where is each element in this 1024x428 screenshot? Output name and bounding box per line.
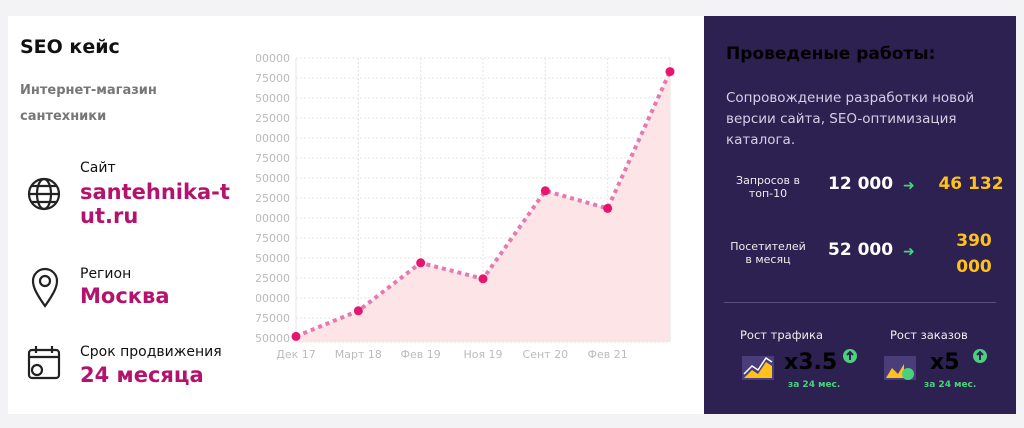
site-value: santehnika-tut.ru <box>80 180 230 228</box>
metric-label: Посетителей в месяц <box>730 240 806 266</box>
metric-label: Запросов в топ-10 <box>736 174 800 200</box>
y-tick-label: 75000 <box>255 312 290 325</box>
region-value: Москва <box>80 284 170 308</box>
area <box>296 71 670 342</box>
point <box>353 306 363 316</box>
growth-note: за 24 мес. <box>924 380 977 390</box>
x-tick-label: Сент 20 <box>523 348 569 361</box>
growth-label: Рост трафика <box>740 328 823 342</box>
y-tick-label: 375000 <box>248 72 290 85</box>
up-icon <box>973 349 987 363</box>
metric-from: 12 000 <box>828 174 894 194</box>
point <box>291 331 301 341</box>
pin-icon <box>31 267 59 308</box>
globe-icon <box>27 177 61 211</box>
point <box>478 274 488 284</box>
y-tick-label: 325000 <box>248 112 290 125</box>
calendar-icon <box>27 346 61 380</box>
y-tick-label: 275000 <box>248 152 290 165</box>
panel-title: Проведеные работы: <box>726 44 936 64</box>
term-value: 24 месяца <box>80 363 204 387</box>
point <box>603 203 613 213</box>
y-tick-label: 400000 <box>248 52 290 65</box>
y-tick-label: 100000 <box>248 292 290 305</box>
chart-icon <box>742 356 774 380</box>
case-subtitle: Интернет-магазин сантехники <box>20 83 157 124</box>
x-tick-label: Фев 19 <box>401 348 441 361</box>
orders-icon <box>884 356 916 380</box>
y-tick-label: 175000 <box>248 232 290 245</box>
y-tick-label: 250000 <box>248 172 290 185</box>
y-tick-label: 125000 <box>248 272 290 285</box>
panel-description: Сопровождение разработки новой версии са… <box>726 90 975 148</box>
works-panel <box>704 16 1016 414</box>
y-tick-label: 225000 <box>248 192 290 205</box>
x-tick-label: Ноя 19 <box>463 348 502 361</box>
arrow-icon: ➜ <box>903 244 915 260</box>
region-label: Регион <box>80 266 132 282</box>
y-tick-label: 50000 <box>255 332 290 345</box>
y-tick-label: 200000 <box>248 212 290 225</box>
growth-label: Рост заказов <box>890 328 968 342</box>
x-tick-label: Март 18 <box>335 348 382 361</box>
site-label: Сайт <box>80 160 116 176</box>
y-tick-label: 300000 <box>248 132 290 145</box>
up-icon <box>843 349 857 363</box>
growth-note: за 24 мес. <box>788 380 841 390</box>
x-tick-label: Фев 21 <box>588 348 628 361</box>
x-tick-label: Дек 17 <box>276 348 316 361</box>
point <box>540 186 550 196</box>
growth-value: x5 <box>930 350 960 375</box>
divider <box>724 302 996 303</box>
term-label: Срок продвижения <box>80 344 222 360</box>
point <box>416 258 426 268</box>
metric-to: 390 000 <box>956 231 992 277</box>
growth-value: x3.5 <box>784 350 838 375</box>
point <box>665 67 675 77</box>
case-title: SEO кейс <box>20 36 120 58</box>
arrow-icon: ➜ <box>903 178 915 194</box>
metric-from: 52 000 <box>828 240 894 260</box>
y-tick-label: 350000 <box>248 92 290 105</box>
metric-to: 46 132 <box>938 174 1004 194</box>
y-tick-label: 150000 <box>248 252 290 265</box>
